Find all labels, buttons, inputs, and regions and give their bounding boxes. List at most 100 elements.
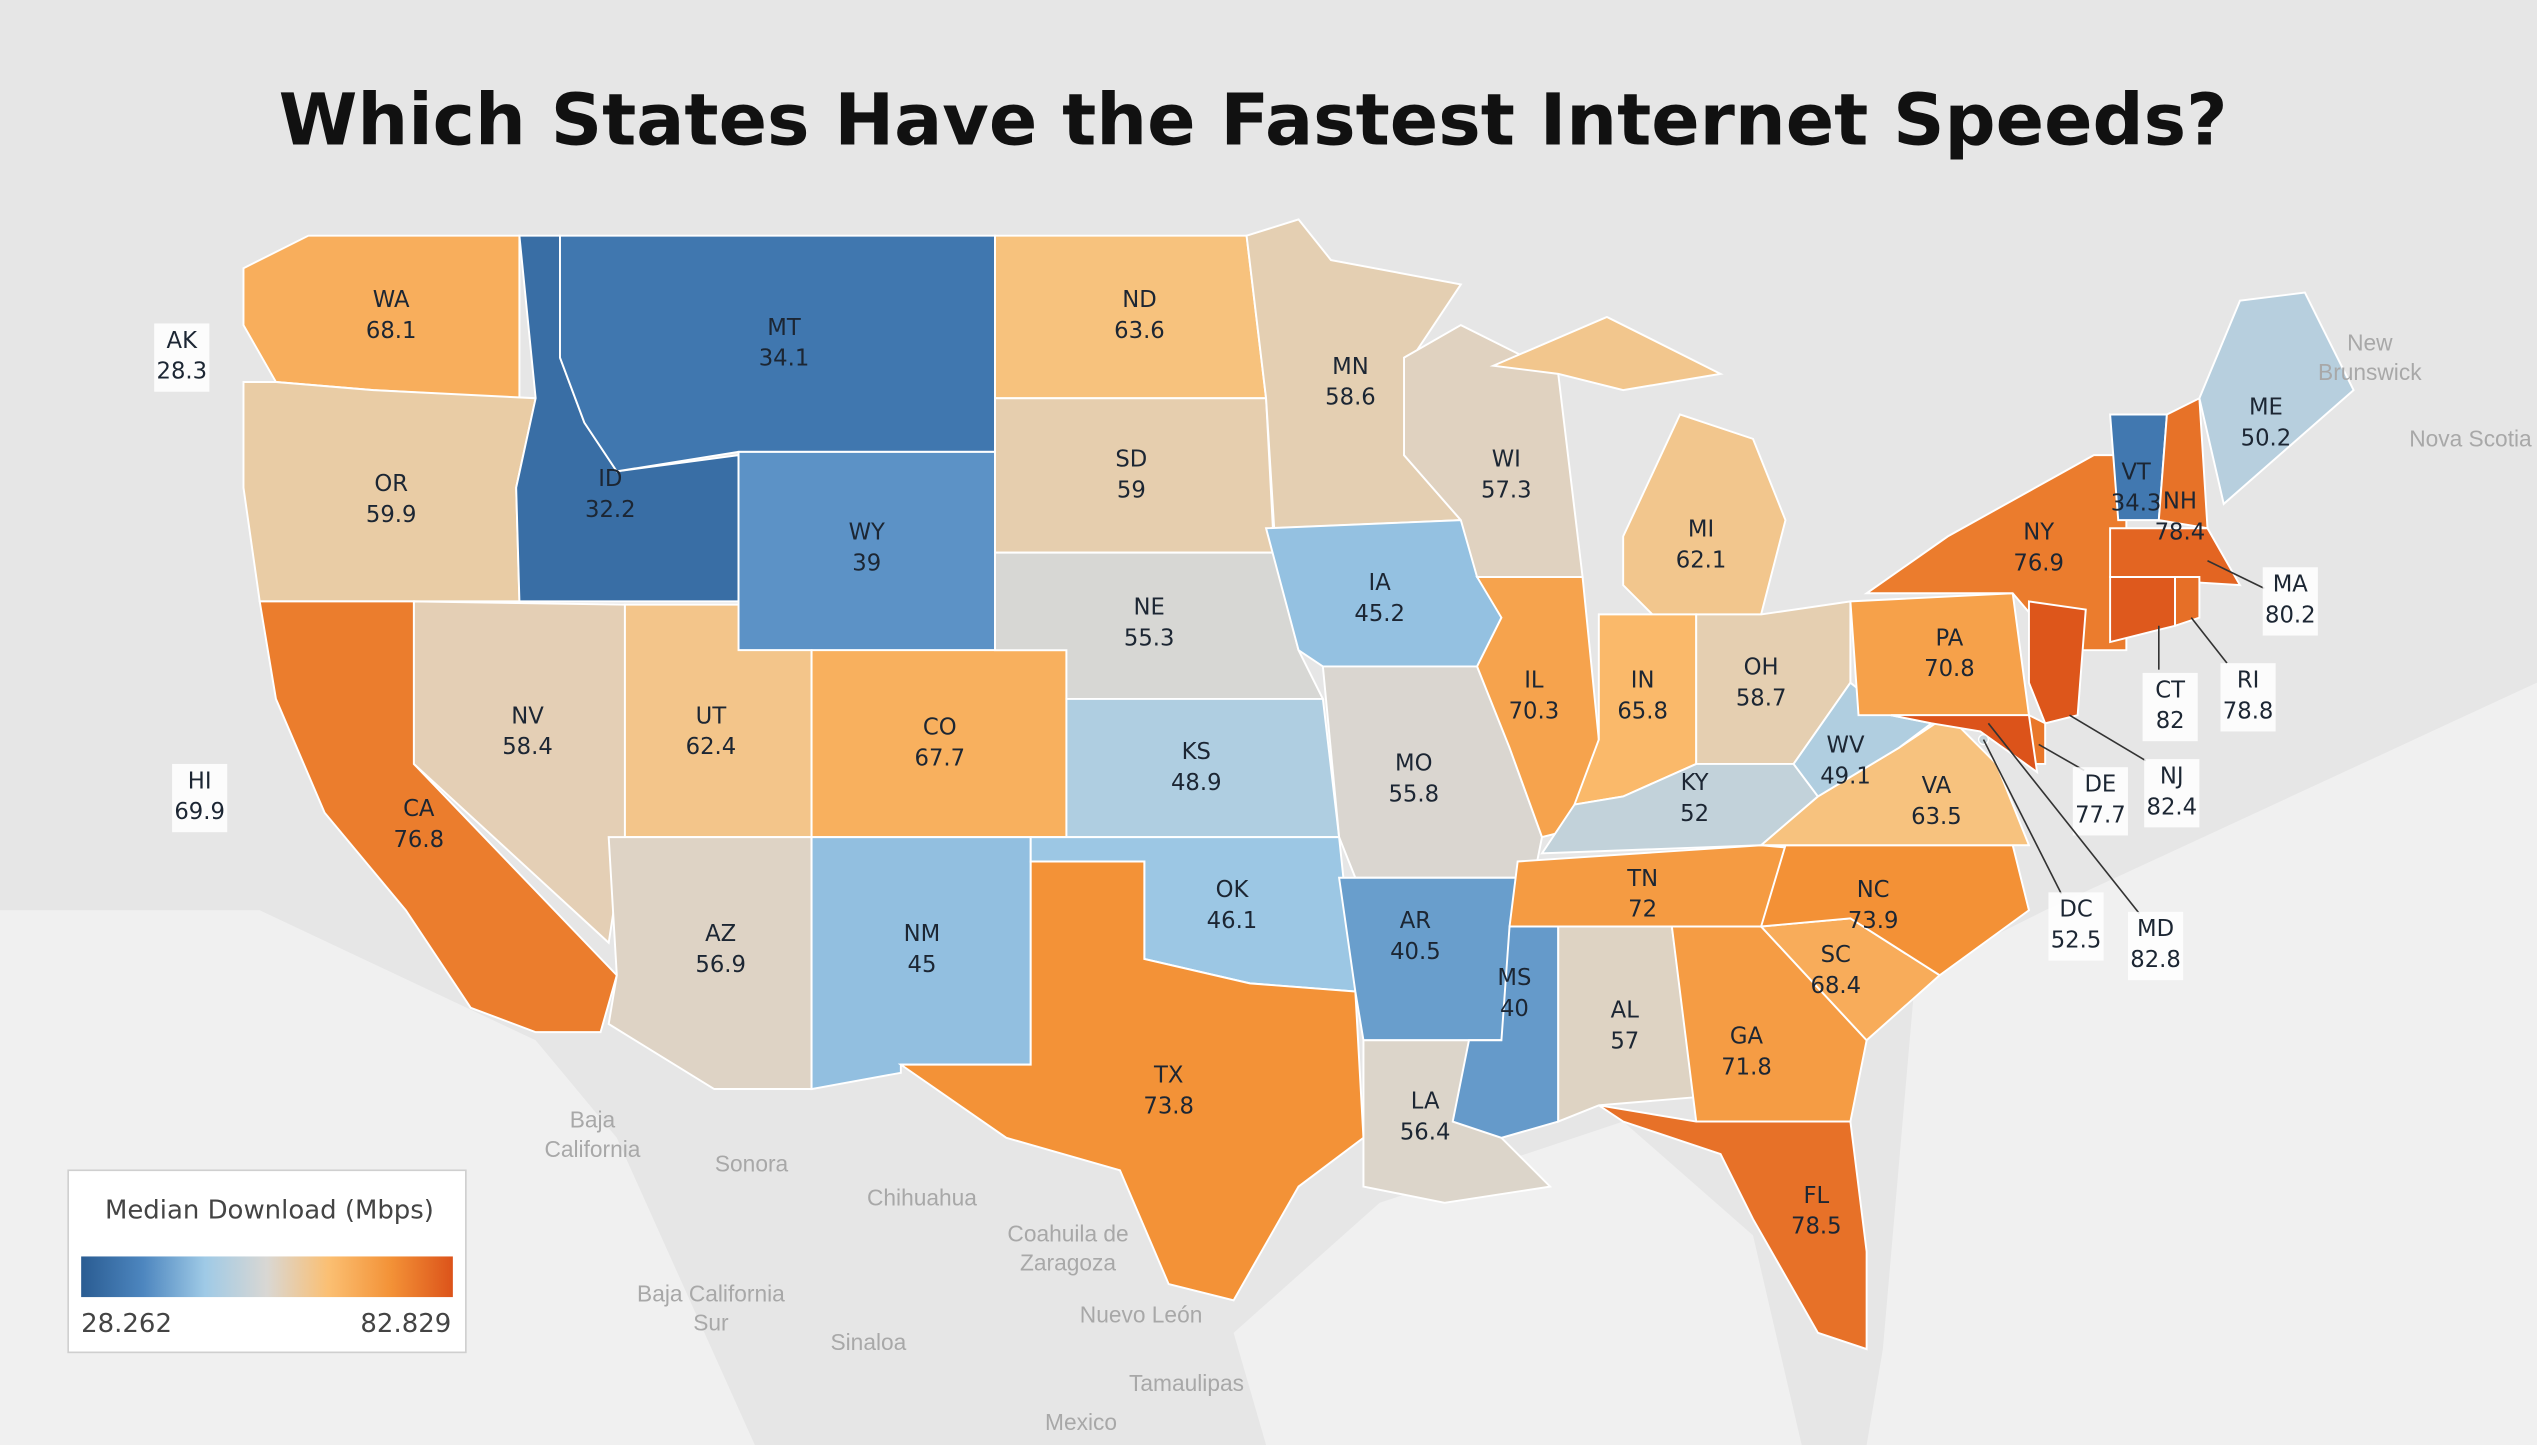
state-code: NJ <box>2160 763 2184 789</box>
gulf <box>1233 1121 1802 1445</box>
state-value: 62.4 <box>686 734 737 760</box>
state-value: 68.1 <box>366 318 417 344</box>
state-value: 32.2 <box>585 497 636 523</box>
state-value: 46.1 <box>1207 908 1258 934</box>
title: Which States Have the Fastest Internet S… <box>279 79 2228 162</box>
state-code: AR <box>1400 908 1432 934</box>
state-code: ND <box>1122 287 1156 313</box>
state-region <box>2109 527 2242 587</box>
label-box <box>154 323 210 392</box>
state-code: PA <box>1936 625 1964 651</box>
state-region <box>1849 592 2031 717</box>
state-region <box>1065 697 1341 839</box>
state-value: 77.7 <box>2075 802 2126 828</box>
state-value: 52 <box>1680 801 1709 827</box>
state-code: DE <box>2084 772 2116 798</box>
state-value: 55.8 <box>1388 781 1439 807</box>
place-label: Sinaloa <box>830 1329 906 1355</box>
state-code: NM <box>904 921 941 947</box>
place-label: Zaragoza <box>1020 1250 1116 1276</box>
place-label: Sur <box>693 1310 729 1336</box>
state-code: NH <box>2163 489 2197 515</box>
label-box <box>2144 759 2200 828</box>
state-value: 63.5 <box>1911 804 1962 830</box>
state-code: AL <box>1611 998 1640 1024</box>
state-code: RI <box>2237 668 2260 694</box>
state-value: 58.7 <box>1736 685 1787 711</box>
legend-min: 28.262 <box>81 1309 172 1339</box>
state-code: NC <box>1857 877 1890 903</box>
state-value: 68.4 <box>1810 973 1861 999</box>
state-code: UT <box>696 703 727 729</box>
state-code: SC <box>1821 942 1851 968</box>
state-value: 82 <box>2156 708 2185 734</box>
legend-max: 82.829 <box>360 1309 451 1339</box>
state-code: AK <box>167 328 199 354</box>
state-code: WY <box>849 520 885 546</box>
state-value: 62.1 <box>1676 547 1727 573</box>
state-value: 70.3 <box>1509 698 1560 724</box>
state-value: 56.9 <box>695 952 746 978</box>
place-label: Chihuahua <box>867 1185 977 1211</box>
state-code: MT <box>767 315 801 341</box>
state-code: GA <box>1730 1024 1764 1050</box>
state-region <box>1557 925 1698 1123</box>
state-code: CO <box>923 715 957 741</box>
state-code: MA <box>2273 572 2309 598</box>
state-code: HI <box>188 768 212 794</box>
state-code: LA <box>1411 1089 1440 1115</box>
state-code: ID <box>598 466 622 492</box>
state-code: AZ <box>705 921 736 947</box>
callout-line <box>2207 560 2265 590</box>
state-region <box>897 860 1365 1302</box>
state-code: TX <box>1153 1063 1183 1089</box>
state-code: MI <box>1688 516 1714 542</box>
state-value: 52.5 <box>2051 928 2102 954</box>
place-label: Nova Scotia <box>2409 425 2532 451</box>
state-value: 78.8 <box>2223 698 2274 724</box>
state-value: 59.9 <box>366 502 417 528</box>
state-code: MN <box>1332 354 1369 380</box>
state-value: 40 <box>1500 996 1529 1022</box>
state-value: 39 <box>852 551 881 577</box>
state-value: 70.8 <box>1924 656 1975 682</box>
state-code: MD <box>2137 916 2174 942</box>
state-value: 57 <box>1610 1028 1639 1054</box>
state-value: 57.3 <box>1481 477 1532 503</box>
state-value: 78.5 <box>1791 1214 1842 1240</box>
callout-line <box>2069 714 2147 762</box>
state-value: 58.6 <box>1325 385 1376 411</box>
state-region <box>2174 576 2201 628</box>
state-value: 34.1 <box>759 346 810 372</box>
state-value: 59 <box>1117 477 1146 503</box>
label-box <box>172 763 228 833</box>
callout-line <box>1987 722 2140 914</box>
state-value: 34.3 <box>2111 490 2162 516</box>
state-code: OH <box>1744 655 1779 681</box>
state-region <box>1977 734 1990 746</box>
label-box <box>2142 672 2198 742</box>
state-value: 58.4 <box>502 734 553 760</box>
state-value: 67.7 <box>915 746 966 772</box>
place-label: Baja California <box>637 1280 785 1306</box>
place-label: Coahuila de <box>1007 1220 1128 1246</box>
state-code: CT <box>2155 677 2185 703</box>
state-code: IA <box>1369 570 1392 596</box>
state-value: 73.9 <box>1848 908 1899 934</box>
state-region <box>2198 291 2355 506</box>
state-region <box>1489 315 1787 619</box>
state-value: 28.3 <box>156 359 207 385</box>
callout-line <box>1982 739 2063 895</box>
state-region <box>1890 714 2039 775</box>
label-box <box>2048 892 2104 961</box>
state-code: WI <box>1492 446 1521 472</box>
state-region <box>810 649 1068 839</box>
state-code: WA <box>373 287 410 313</box>
state-value: 72 <box>1628 897 1657 923</box>
state-code: SD <box>1115 446 1147 472</box>
state-value: 55.3 <box>1124 625 1175 651</box>
state-code: DC <box>2059 897 2092 923</box>
state-code: NY <box>2023 520 2054 546</box>
place-label: Baja <box>570 1107 616 1133</box>
